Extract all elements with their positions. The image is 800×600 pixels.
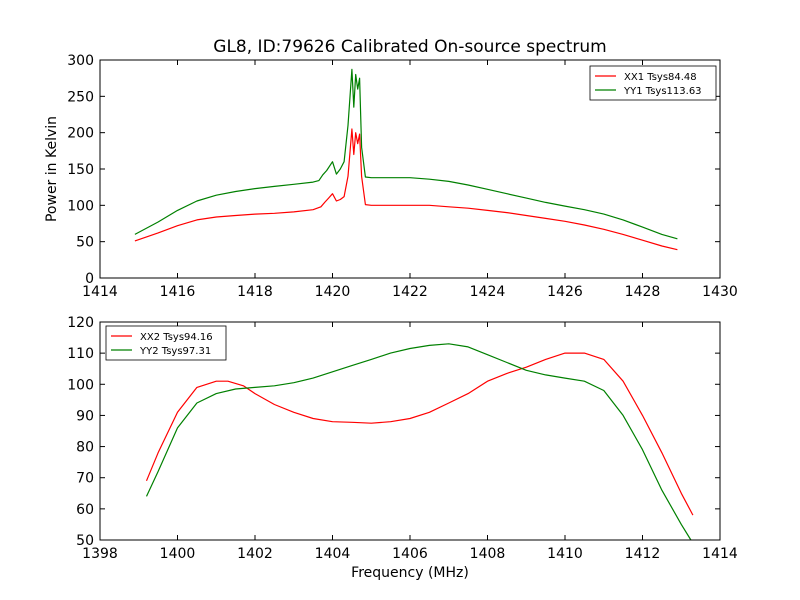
x-tick-label: 1420	[315, 284, 351, 300]
legend-label-2: YY2 Tsys97.31	[139, 346, 211, 357]
y-tick-label: 300	[67, 53, 94, 69]
y-tick-label: 60	[76, 502, 94, 518]
x-tick-label: 1424	[470, 284, 506, 300]
x-tick-label: 1428	[625, 284, 661, 300]
legend-label-1: XX2 Tsys94.16	[140, 332, 213, 343]
bottom-panel: 1398 1400 1402 1404 1406 1408 1410 1412 1414 50 60…	[67, 315, 738, 581]
y-tick-label: 110	[67, 346, 94, 362]
y-tick-label: 150	[67, 162, 94, 178]
x-tick-label: 1418	[237, 284, 273, 300]
chart-title: GL8, ID:79626 Calibrated On-source spect…	[213, 37, 606, 57]
y-tick-label: 100	[67, 198, 94, 214]
x-tick-label: 1398	[82, 546, 118, 562]
x-tick-label: 1406	[392, 546, 428, 562]
y-tick-label: 50	[76, 533, 94, 549]
legend-label-1: XX1 Tsys84.48	[624, 72, 697, 83]
series-line-1	[145, 352, 694, 516]
x-tick-label: 1430	[702, 284, 738, 300]
y-tick-label: 0	[85, 271, 94, 287]
x-tick-label: 1414	[82, 284, 118, 300]
x-tick-label: 1404	[315, 546, 351, 562]
x-tick-label: 1426	[547, 284, 583, 300]
x-tick-label: 1422	[392, 284, 428, 300]
x-axis-label: Frequency (MHz)	[351, 565, 469, 581]
y-tick-label: 80	[76, 440, 94, 456]
legend-box	[105, 325, 227, 361]
x-tick-label: 1408	[470, 546, 506, 562]
x-tick-label: 1416	[160, 284, 196, 300]
series-line-2	[145, 343, 692, 541]
legend-label-2: YY1 Tsys113.63	[623, 86, 702, 97]
y-axis-label: Power in Kelvin	[44, 116, 60, 222]
x-tick-label: 1400	[160, 546, 196, 562]
y-tick-label: 200	[67, 126, 94, 142]
y-tick-label: 50	[76, 235, 94, 251]
y-tick-label: 70	[76, 471, 94, 487]
series-line-2	[134, 68, 678, 240]
series-line-1	[134, 128, 678, 251]
y-tick-label: 250	[67, 89, 94, 105]
x-tick-label: 1410	[547, 546, 583, 562]
y-tick-label: 90	[76, 408, 94, 424]
y-tick-label: 120	[67, 315, 94, 331]
legend-box	[589, 65, 717, 101]
top-panel: 1414 1416 1418 1420 1422 1424 1426 1428 1430 0 50 1…	[44, 53, 738, 300]
x-tick-label: 1412	[625, 546, 661, 562]
x-tick-label: 1402	[237, 546, 273, 562]
x-tick-label: 1414	[702, 546, 738, 562]
y-tick-label: 100	[67, 377, 94, 393]
